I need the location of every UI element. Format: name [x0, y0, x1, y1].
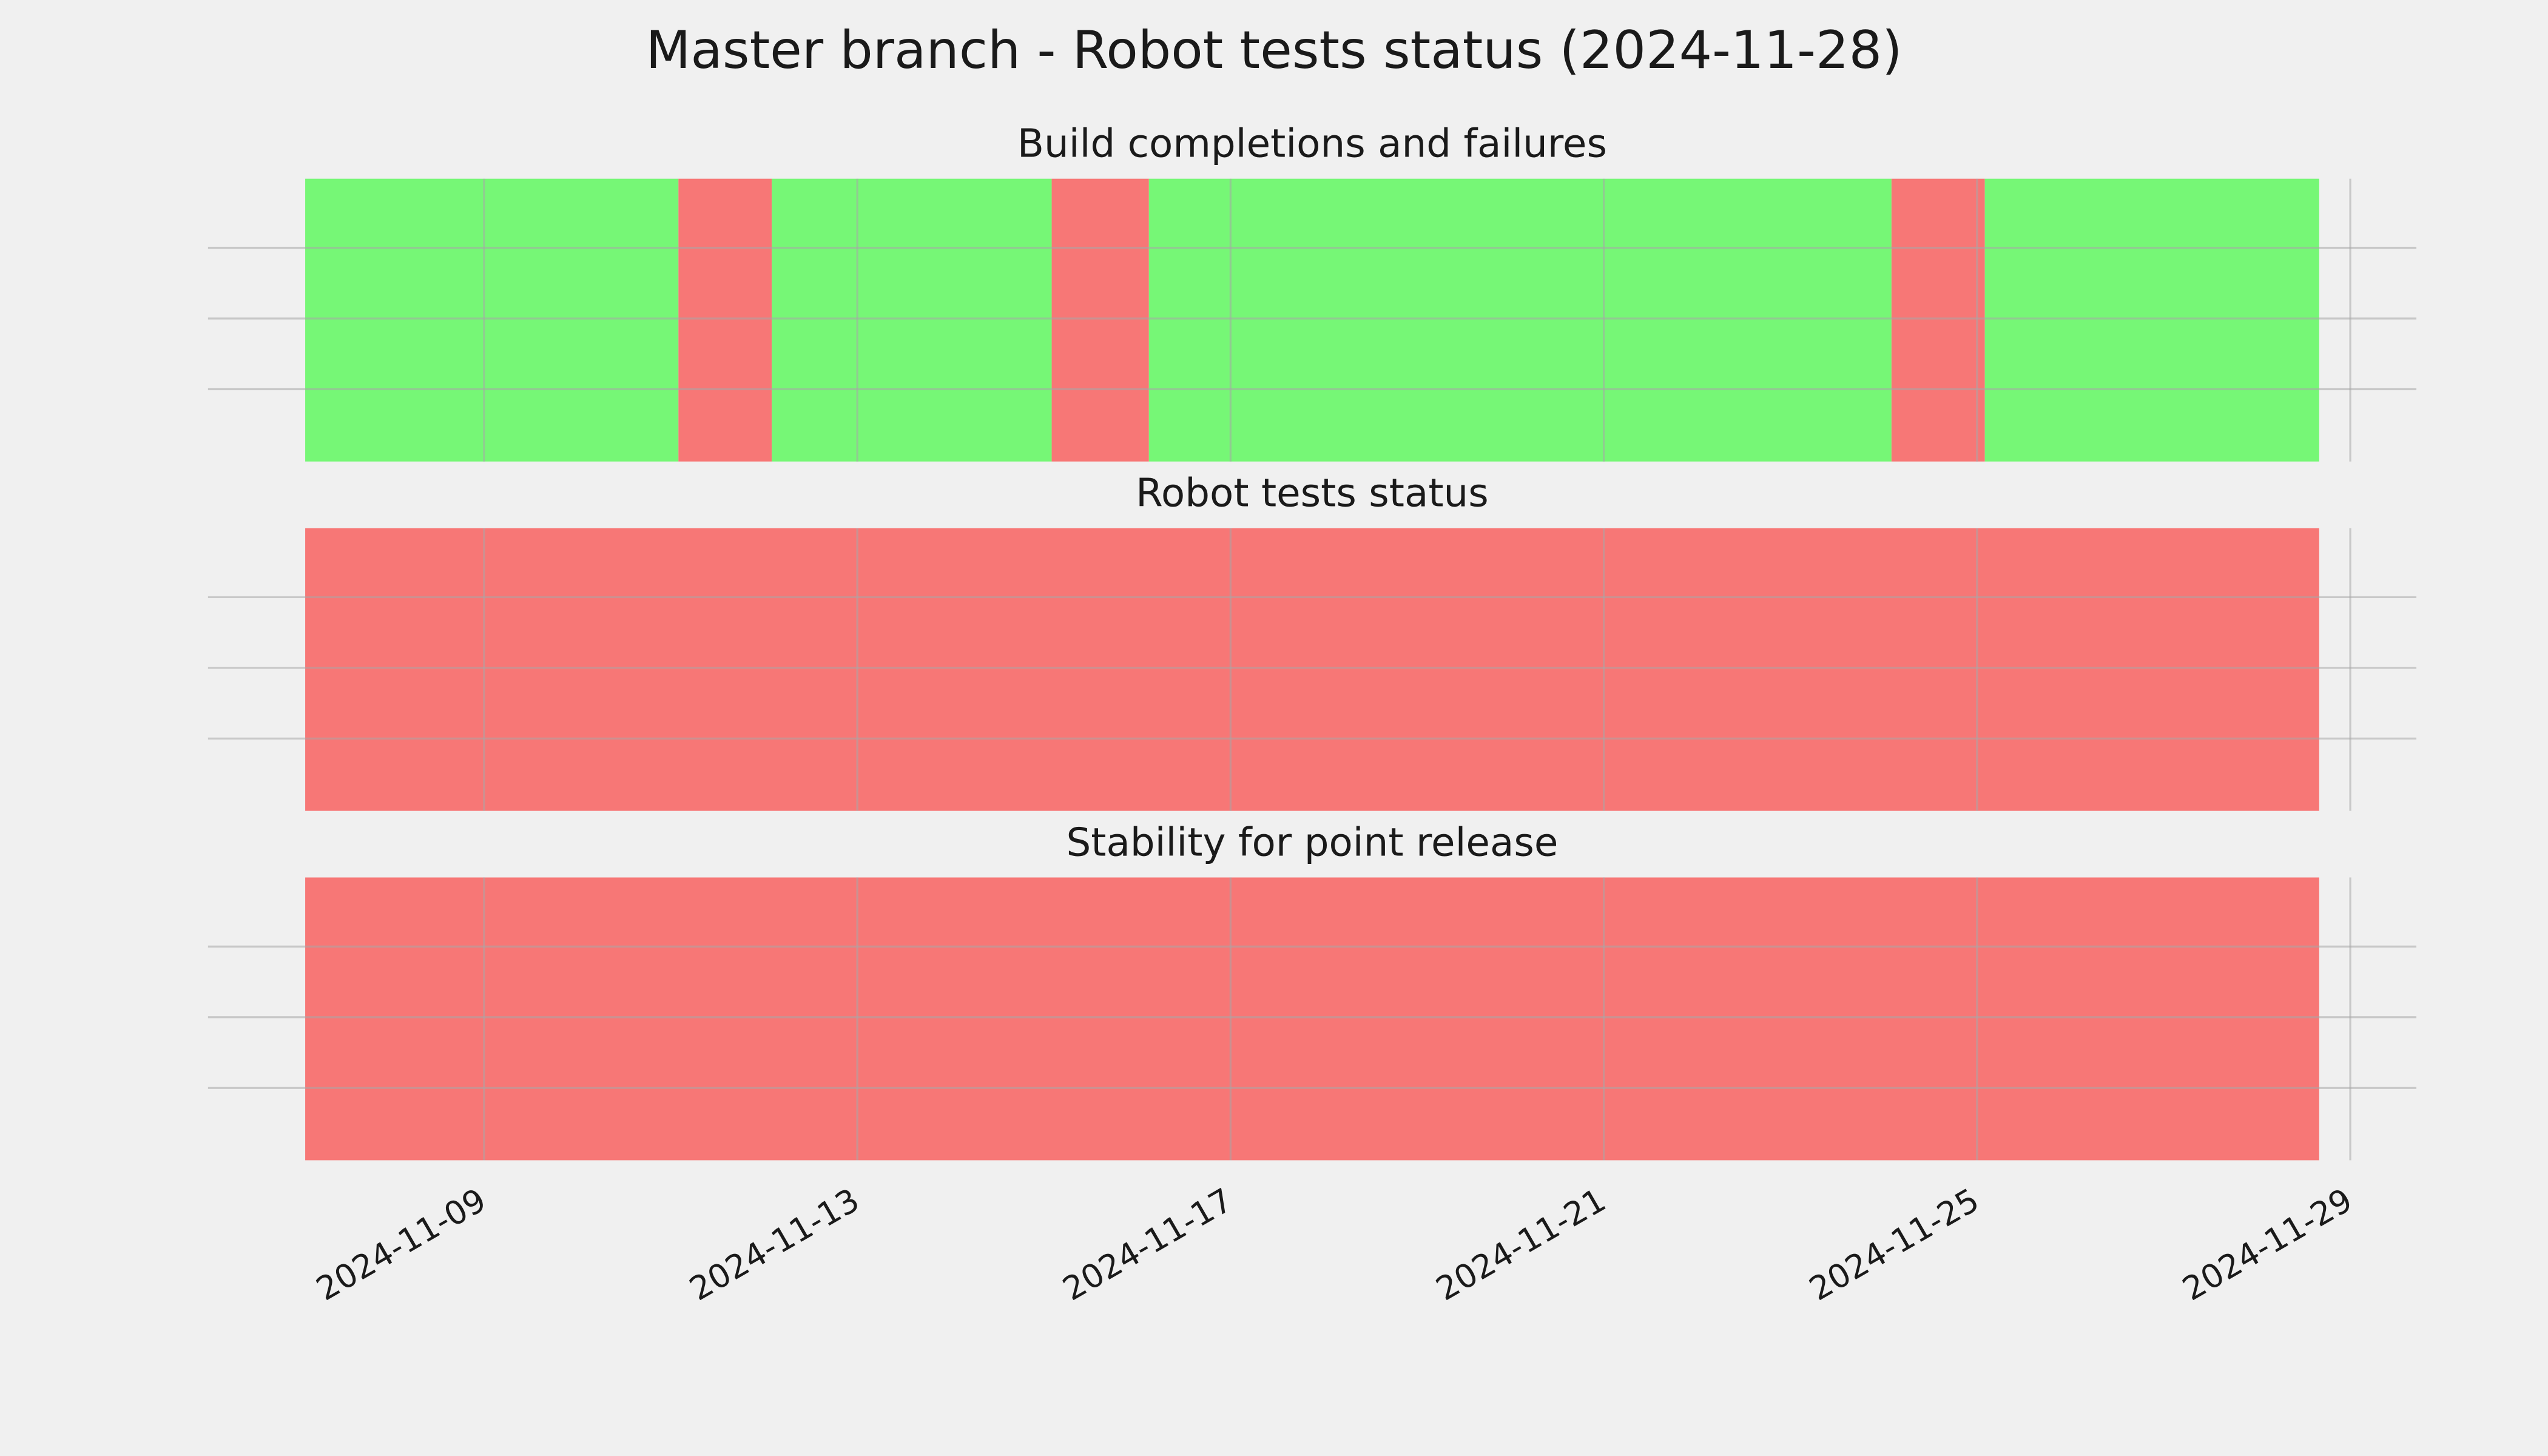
panel-title: Stability for point release: [1067, 820, 1559, 865]
x-tick-label: 2024-11-17: [1056, 1181, 1239, 1308]
figure-title: Master branch - Robot tests status (2024…: [645, 20, 1902, 81]
panel-title: Robot tests status: [1136, 471, 1489, 516]
status-span: [678, 178, 772, 462]
status-span: [1984, 178, 2319, 462]
status-span: [305, 178, 679, 462]
x-tick-label: 2024-11-29: [2176, 1181, 2359, 1308]
x-tick-label: 2024-11-21: [1429, 1181, 1612, 1308]
x-tick-label: 2024-11-13: [683, 1181, 866, 1308]
status-span: [772, 178, 1052, 462]
x-tick-label: 2024-11-25: [1803, 1181, 1986, 1308]
status-span: [1891, 178, 1985, 462]
status-span: [305, 877, 2319, 1161]
status-span: [1051, 178, 1149, 462]
status-span: [1148, 178, 1892, 462]
status-span: [305, 528, 2319, 811]
x-tick-label: 2024-11-09: [310, 1181, 493, 1308]
panel-title: Build completions and failures: [1017, 121, 1607, 167]
